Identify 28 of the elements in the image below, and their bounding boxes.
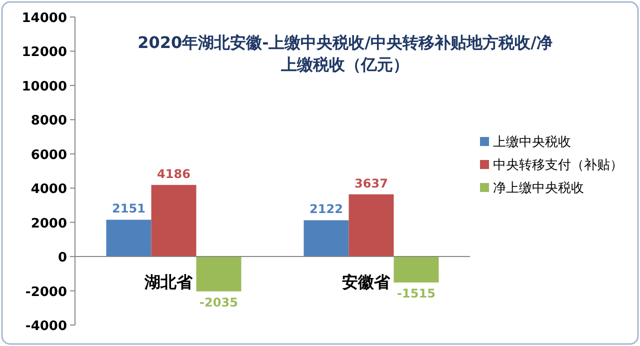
data-label: 2151 bbox=[112, 202, 146, 216]
bar bbox=[348, 194, 394, 257]
bar bbox=[304, 220, 349, 257]
y-tick-label: -4000 bbox=[25, 319, 67, 334]
data-label: -1515 bbox=[397, 286, 436, 300]
legend-label: 净上缴中央税收 bbox=[493, 181, 584, 196]
data-label: 4186 bbox=[157, 166, 190, 181]
text: 2020年湖北安徽-上缴中央税收/中央转移补贴地方税收/净上缴税收（亿元） bbox=[138, 33, 552, 74]
y-tick-label: 2000 bbox=[30, 216, 67, 232]
data-label: 3637 bbox=[354, 176, 388, 190]
bar bbox=[106, 220, 152, 257]
legend-label: 上缴中央税收 bbox=[493, 135, 571, 150]
x-tick-label: 湖北省 bbox=[143, 272, 194, 292]
y-tick-label: 12000 bbox=[22, 45, 67, 60]
x-tick-label: 安徽省 bbox=[342, 272, 391, 292]
bar bbox=[196, 256, 242, 292]
data-label: -2035 bbox=[200, 295, 238, 310]
y-tick-label: 8000 bbox=[30, 114, 67, 129]
data-label: 2122 bbox=[310, 202, 343, 216]
bar bbox=[394, 256, 439, 282]
y-tick-label: 4000 bbox=[30, 182, 67, 198]
y-tick-label: 10000 bbox=[22, 79, 67, 94]
y-tick-label: 6000 bbox=[30, 148, 67, 163]
bar bbox=[151, 184, 196, 257]
y-tick-label: -2000 bbox=[25, 284, 67, 300]
legend-label: 中央转移支付（补贴） bbox=[493, 158, 623, 173]
y-tick-label: 14000 bbox=[22, 11, 67, 26]
y-tick-label: 0 bbox=[58, 250, 67, 266]
